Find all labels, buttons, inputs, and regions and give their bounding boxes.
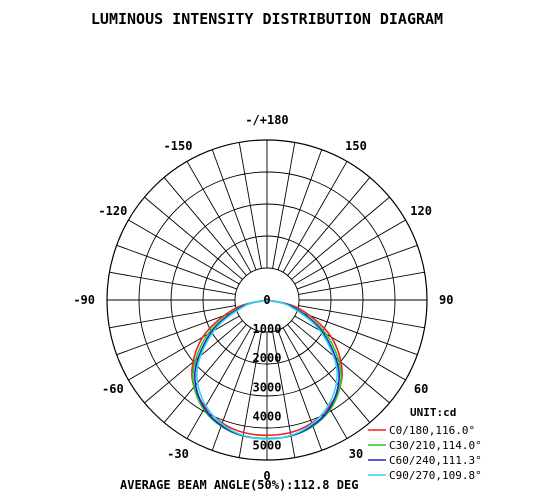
grid-spoke bbox=[116, 310, 238, 356]
angle-label: 60 bbox=[414, 382, 428, 396]
grid-spoke bbox=[287, 324, 371, 423]
angle-label: -150 bbox=[164, 139, 193, 153]
grid-spoke bbox=[298, 305, 425, 329]
legend-entry: C60/240,111.3° bbox=[389, 454, 482, 467]
angle-label: -60 bbox=[102, 382, 124, 396]
polar-grid bbox=[106, 139, 428, 461]
grid-spoke bbox=[296, 310, 418, 356]
grid-spoke bbox=[163, 177, 247, 276]
grid-spoke bbox=[298, 271, 425, 295]
grid-spoke bbox=[287, 177, 371, 276]
radial-tick-label: 3000 bbox=[253, 380, 282, 394]
grid-spoke bbox=[294, 219, 406, 285]
grid-spoke bbox=[291, 196, 390, 280]
grid-spoke bbox=[144, 196, 243, 280]
radial-tick-label: 4000 bbox=[253, 409, 282, 423]
grid-spoke bbox=[116, 244, 238, 290]
angle-label: -90 bbox=[73, 293, 95, 307]
grid-spoke bbox=[128, 315, 240, 381]
angle-label: 120 bbox=[410, 204, 432, 218]
grid-spoke bbox=[282, 161, 348, 273]
legend-entry: C30/210,114.0° bbox=[389, 439, 482, 452]
legend: C0/180,116.0° C30/210,114.0° C60/240,111.3… bbox=[368, 424, 482, 482]
radial-tick-label: 5000 bbox=[253, 438, 282, 452]
series-curves bbox=[191, 299, 343, 440]
angle-label: 30 bbox=[349, 447, 363, 461]
angle-label: -120 bbox=[98, 204, 127, 218]
legend-entry: C90/270,109.8° bbox=[389, 469, 482, 482]
grid-spoke bbox=[277, 149, 323, 271]
grid-spoke bbox=[211, 329, 257, 451]
grid-spoke bbox=[238, 142, 262, 269]
grid-spoke bbox=[186, 327, 252, 439]
angle-label: -/+180 bbox=[245, 113, 288, 127]
grid-spoke bbox=[296, 244, 418, 290]
series-line-3 bbox=[196, 299, 338, 440]
legend-entry: C0/180,116.0° bbox=[389, 424, 475, 437]
radial-tick-label: 0 bbox=[263, 293, 270, 307]
series-line-0 bbox=[191, 299, 343, 437]
grid-spoke bbox=[272, 142, 296, 269]
beam-angle-footer: AVERAGE BEAM ANGLE(50%):112.8 DEG bbox=[120, 478, 358, 492]
unit-label: UNIT:cd bbox=[410, 406, 456, 419]
grid-spoke bbox=[294, 315, 406, 381]
chart-title: LUMINOUS INTENSITY DISTRIBUTION DIAGRAM bbox=[91, 10, 443, 28]
angle-label: 150 bbox=[345, 139, 367, 153]
grid-spoke bbox=[163, 324, 247, 423]
angle-label: 0 bbox=[263, 469, 270, 483]
angle-label: 90 bbox=[439, 293, 453, 307]
grid-spoke bbox=[277, 329, 323, 451]
grid-spoke bbox=[128, 219, 240, 285]
grid-spoke bbox=[186, 161, 252, 273]
radial-tick-label: 1000 bbox=[253, 322, 282, 336]
grid-spoke bbox=[109, 271, 236, 295]
angle-label: -30 bbox=[167, 447, 189, 461]
radial-tick-label: 2000 bbox=[253, 351, 282, 365]
grid-spoke bbox=[282, 327, 348, 439]
grid-spoke bbox=[211, 149, 257, 271]
grid-spoke bbox=[109, 305, 236, 329]
axis-labels: -/+180-150 150-120 120-90 90-60 60-30 3000100… bbox=[73, 113, 453, 483]
